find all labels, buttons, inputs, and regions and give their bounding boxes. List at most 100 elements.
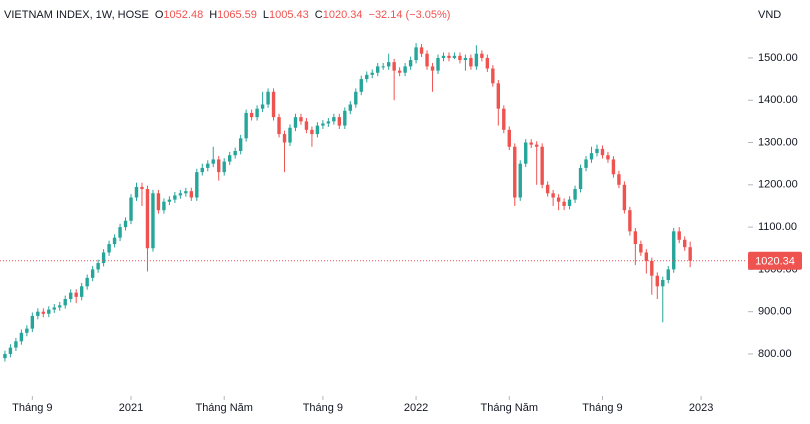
x-tick-label: Tháng 9 bbox=[12, 402, 52, 414]
candle-body bbox=[47, 309, 51, 314]
candle-body bbox=[282, 134, 287, 143]
candle-body bbox=[271, 91, 276, 118]
candle-body bbox=[58, 305, 62, 308]
ohlc-value: 1052.48 bbox=[163, 9, 203, 21]
candle-body bbox=[534, 144, 539, 147]
candle-body bbox=[414, 47, 418, 61]
candle-body bbox=[288, 127, 292, 143]
candle-body bbox=[249, 112, 254, 118]
x-tick-label: 2023 bbox=[689, 402, 713, 414]
y-tick-label: 1100.00 bbox=[758, 221, 797, 233]
y-tick-label: 1200.00 bbox=[758, 179, 798, 191]
candle-body bbox=[332, 117, 336, 122]
candle-body bbox=[655, 275, 659, 287]
candle-body bbox=[682, 239, 687, 248]
ohlc-value: 1020.34 bbox=[323, 9, 363, 21]
candle-body bbox=[370, 72, 374, 75]
candle-body bbox=[321, 123, 325, 126]
candle-body bbox=[392, 62, 396, 71]
candle-body bbox=[293, 117, 298, 128]
candle-body bbox=[227, 155, 232, 162]
candle-body bbox=[408, 60, 413, 67]
candle-body bbox=[463, 57, 468, 61]
candle-body bbox=[524, 142, 528, 164]
last-price-box bbox=[748, 251, 802, 270]
candle-body bbox=[562, 201, 566, 206]
ohlc-value: 1065.59 bbox=[217, 9, 257, 21]
candle-body bbox=[19, 332, 24, 342]
candle-body bbox=[611, 159, 616, 175]
candle-body bbox=[167, 199, 172, 202]
y-tick-label: 1500.00 bbox=[758, 52, 798, 64]
candle-body bbox=[260, 104, 265, 109]
candle-body bbox=[502, 108, 506, 130]
ohlc-label: H bbox=[209, 9, 217, 21]
candle-body bbox=[107, 244, 111, 253]
candle-body bbox=[556, 197, 561, 202]
candle-body bbox=[386, 62, 391, 67]
candle-body bbox=[74, 292, 78, 297]
candle-body bbox=[69, 292, 73, 299]
ohlc-value: 1005.43 bbox=[269, 9, 309, 21]
candle-body bbox=[162, 201, 166, 211]
candle-body bbox=[485, 57, 490, 69]
candle-body bbox=[545, 184, 550, 194]
candle-body bbox=[337, 117, 342, 126]
candle-body bbox=[310, 129, 314, 135]
axis: 800.00900.001000.001100.001200.001300.00… bbox=[12, 52, 798, 414]
candle-body bbox=[52, 307, 56, 310]
candle-body bbox=[206, 163, 210, 168]
header: VIETNAM INDEX, 1W, HOSE O1052.48 H1065.59 L… bbox=[4, 9, 450, 21]
ohlc-label: C bbox=[315, 9, 323, 21]
candle-body bbox=[354, 91, 358, 105]
candle-body bbox=[299, 117, 303, 122]
candle-body bbox=[496, 83, 501, 109]
candle-body bbox=[688, 247, 692, 261]
candle-body bbox=[217, 159, 221, 173]
ohlc-label: L bbox=[263, 9, 269, 21]
candle-body bbox=[650, 260, 654, 276]
candle-body bbox=[222, 161, 226, 173]
candle-body bbox=[589, 153, 594, 160]
candle-body bbox=[529, 142, 533, 145]
candle-body bbox=[90, 269, 95, 278]
y-tick-label: 800.00 bbox=[758, 348, 792, 360]
candle-body bbox=[677, 231, 681, 240]
last-price: 1020.34 bbox=[0, 251, 802, 270]
candle-body bbox=[63, 298, 67, 306]
x-tick-label: 2021 bbox=[119, 402, 143, 414]
candle-body bbox=[315, 125, 320, 135]
candle-body bbox=[540, 146, 544, 185]
candle-body bbox=[244, 112, 248, 139]
candle-body bbox=[277, 117, 281, 135]
candle-body bbox=[639, 244, 643, 253]
candle-body bbox=[178, 193, 183, 196]
candle-body bbox=[140, 186, 144, 190]
candle-body bbox=[458, 55, 462, 61]
candle-body bbox=[200, 167, 204, 173]
candle-body bbox=[266, 91, 270, 105]
candle-body bbox=[419, 47, 424, 54]
candle-body bbox=[238, 138, 243, 151]
change: −32.14 (−3.05%) bbox=[369, 9, 451, 21]
candle-body bbox=[326, 121, 331, 124]
candle-body bbox=[85, 277, 89, 287]
candle-body bbox=[173, 195, 177, 200]
candle-body bbox=[145, 189, 150, 249]
candle-body bbox=[661, 279, 665, 287]
candle-body bbox=[644, 252, 649, 261]
candle-body bbox=[672, 231, 676, 270]
candle-body bbox=[96, 263, 100, 270]
candle-body bbox=[403, 66, 407, 73]
candle-body bbox=[14, 341, 18, 348]
candle-body bbox=[195, 172, 199, 198]
x-tick-label: 2022 bbox=[404, 402, 428, 414]
candle-body bbox=[376, 66, 380, 73]
candle-body bbox=[123, 220, 128, 228]
candle-body bbox=[112, 237, 117, 245]
candle-body bbox=[617, 174, 621, 185]
candle-body bbox=[79, 286, 84, 297]
candle-body bbox=[189, 191, 194, 198]
candle-body bbox=[441, 55, 446, 58]
